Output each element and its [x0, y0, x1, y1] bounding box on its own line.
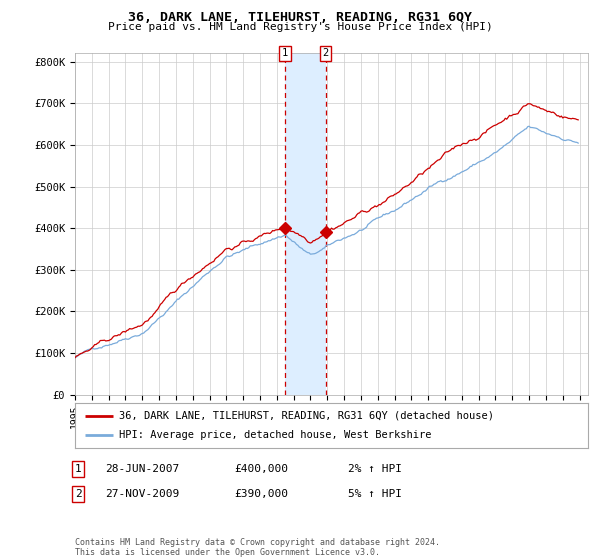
Text: 1: 1: [74, 464, 82, 474]
Text: 2: 2: [322, 48, 329, 58]
Text: HPI: Average price, detached house, West Berkshire: HPI: Average price, detached house, West…: [119, 431, 431, 441]
Text: 5% ↑ HPI: 5% ↑ HPI: [348, 489, 402, 499]
Text: £390,000: £390,000: [234, 489, 288, 499]
Text: 27-NOV-2009: 27-NOV-2009: [105, 489, 179, 499]
Text: 1: 1: [282, 48, 288, 58]
Text: 36, DARK LANE, TILEHURST, READING, RG31 6QY: 36, DARK LANE, TILEHURST, READING, RG31 …: [128, 11, 472, 24]
Text: Contains HM Land Registry data © Crown copyright and database right 2024.
This d: Contains HM Land Registry data © Crown c…: [75, 538, 440, 557]
Text: 2% ↑ HPI: 2% ↑ HPI: [348, 464, 402, 474]
Text: 36, DARK LANE, TILEHURST, READING, RG31 6QY (detached house): 36, DARK LANE, TILEHURST, READING, RG31 …: [119, 410, 494, 421]
Text: £400,000: £400,000: [234, 464, 288, 474]
Bar: [285, 53, 326, 395]
Text: 2: 2: [74, 489, 82, 499]
Text: Price paid vs. HM Land Registry's House Price Index (HPI): Price paid vs. HM Land Registry's House …: [107, 22, 493, 32]
Text: 28-JUN-2007: 28-JUN-2007: [105, 464, 179, 474]
